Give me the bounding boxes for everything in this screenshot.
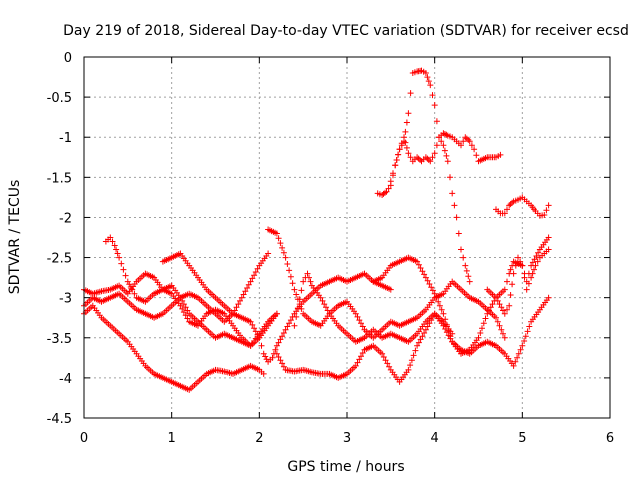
- series-track-12: [370, 234, 552, 357]
- y-tick-label: -0.5: [47, 91, 72, 106]
- x-tick-label: 2: [255, 431, 263, 446]
- series-track-10: [387, 130, 504, 185]
- y-tick-label: -1: [59, 131, 72, 146]
- grid: [84, 57, 610, 418]
- y-tick-label: -4.5: [47, 412, 72, 427]
- y-axis-label: SDTVAR / TECUs: [7, 180, 23, 295]
- y-tick-label: -3: [59, 292, 72, 307]
- x-tick-label: 3: [343, 431, 351, 446]
- series-track-11: [493, 194, 552, 219]
- y-tick-label: -1.5: [47, 171, 72, 186]
- x-tick-label: 0: [80, 431, 88, 446]
- data-point-markers: [370, 234, 552, 357]
- x-tick-label: 5: [518, 431, 526, 446]
- x-tick-label: 6: [606, 431, 614, 446]
- x-tick-label: 1: [168, 431, 176, 446]
- axis-ticks: 0 1 2 3 4 5 6 0 -0.5 -1 -1.5 -2 -2.5 -3 -3.5 -4 -4.5: [47, 51, 615, 446]
- y-tick-label: -2: [59, 211, 72, 226]
- y-tick-label: -2.5: [47, 252, 72, 267]
- y-tick-label: 0: [64, 51, 72, 66]
- data-point-markers: [387, 130, 504, 185]
- series-track-13: [484, 246, 552, 317]
- data-point-markers: [265, 226, 508, 341]
- x-axis-label: GPS time / hours: [287, 459, 404, 475]
- data-point-markers: [484, 246, 552, 317]
- chart-title: Day 219 of 2018, Sidereal Day-to-day VTE…: [63, 23, 629, 39]
- y-tick-label: -3.5: [47, 332, 72, 347]
- data-point-markers: [493, 194, 552, 219]
- x-tick-label: 4: [431, 431, 439, 446]
- series-track-6: [265, 226, 508, 341]
- y-tick-label: -4: [59, 372, 72, 387]
